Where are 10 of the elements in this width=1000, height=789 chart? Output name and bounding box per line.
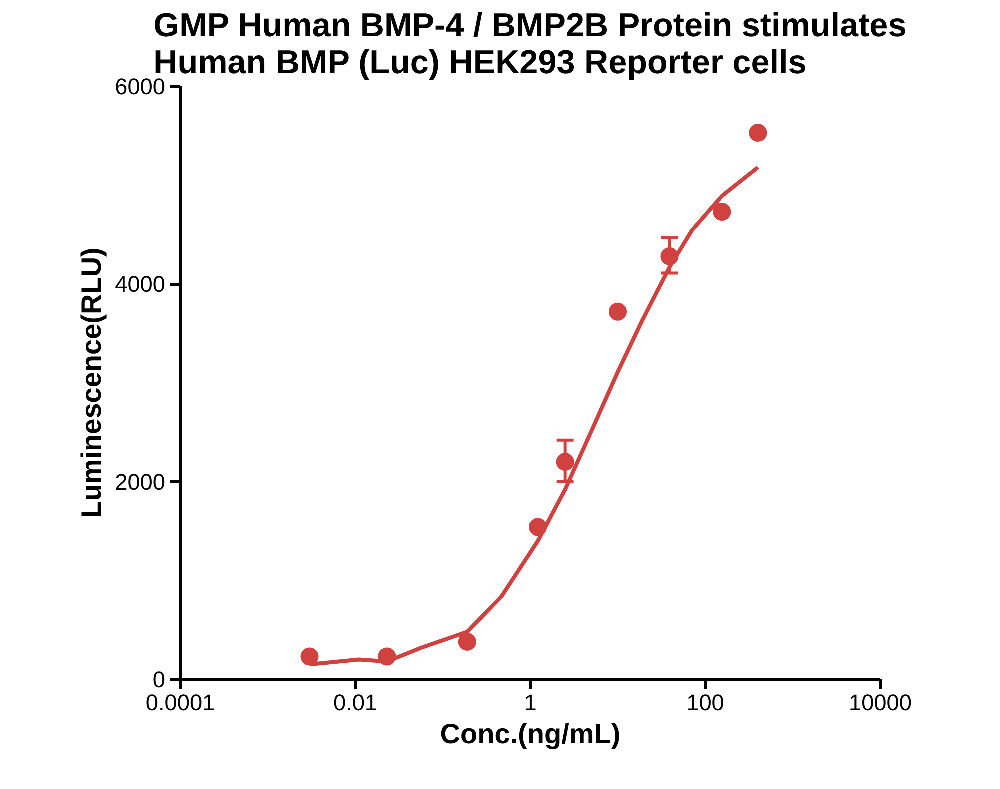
y-axis-title: Luminescence(RLU)	[76, 248, 108, 518]
x-tick-label: 1	[524, 690, 537, 716]
x-tick-label: 10000	[849, 690, 912, 716]
x-axis-title: Conc.(ng/mL)	[440, 718, 621, 750]
x-tick-label: 0.01	[333, 690, 378, 716]
x-tick-label: 0.0001	[146, 690, 216, 716]
y-tick-label: 2000	[115, 468, 166, 495]
y-tick-label: 0	[152, 666, 166, 692]
y-tick-label: 4000	[115, 271, 166, 298]
x-tick-label: 100	[686, 690, 724, 716]
